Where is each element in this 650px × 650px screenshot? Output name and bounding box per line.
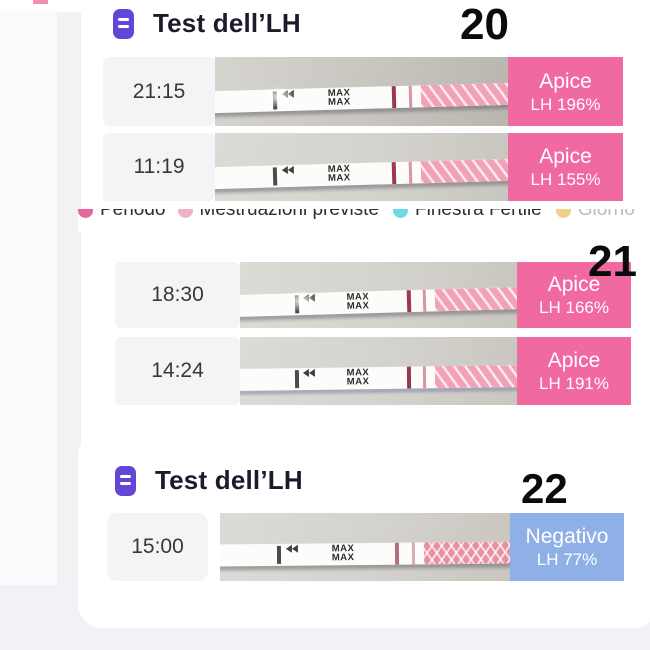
calendar-legend: Periodo Mestruazioni previste Finestra F… xyxy=(78,209,650,232)
result-detail: LH 166% xyxy=(539,298,609,317)
test-row-2115[interactable]: 21:15 MAX MAX Apice LH 196% xyxy=(103,57,623,126)
strip-pink-handle xyxy=(434,287,517,312)
test-time: 18:30 xyxy=(115,262,240,328)
result-badge-peak: Apice LH 196% xyxy=(508,57,623,126)
legend-label: Finestra Fertile xyxy=(415,209,542,220)
day-number-21: 21 xyxy=(588,237,637,286)
result-badge-peak: Apice LH 155% xyxy=(508,133,623,201)
section-header-day20: Test dell’LH xyxy=(113,8,301,39)
lh-test-strip: MAX MAX xyxy=(240,364,517,391)
legend-item-giorno: Giorno xyxy=(555,209,635,230)
legend-item-finestra-fertile: Finestra Fertile xyxy=(393,209,542,230)
section-title: Test dell’LH xyxy=(155,465,303,495)
legend-item-mestruazioni: Mestruazioni previste xyxy=(177,209,380,230)
test-time: 14:24 xyxy=(115,337,240,405)
strip-max-label: MAX xyxy=(327,171,351,184)
strip-max-label: MAX xyxy=(346,375,370,387)
result-badge-negative: Negativo LH 77% xyxy=(510,513,624,581)
test-time: 11:19 xyxy=(103,133,215,201)
lh-test-strip: MAX MAX xyxy=(220,541,510,567)
test-row-1119[interactable]: 11:19 MAX MAX Apice LH 155% xyxy=(103,133,623,201)
strip-max-label: MAX xyxy=(346,299,370,312)
result-detail: LH 77% xyxy=(536,550,598,569)
result-badge-peak: Apice LH 166% xyxy=(517,262,631,328)
result-badge-peak: Apice LH 191% xyxy=(517,337,631,405)
lh-test-list-icon xyxy=(115,465,136,496)
periodo-dot-icon xyxy=(78,209,93,218)
test-strip-photo: MAX MAX xyxy=(240,262,517,328)
lh-test-strip: MAX MAX xyxy=(215,158,508,190)
test-row-1424[interactable]: 14:24 MAX MAX Apice LH 191% xyxy=(115,337,631,405)
result-detail: LH 155% xyxy=(530,170,601,189)
result-label: Apice xyxy=(547,273,601,296)
result-label: Apice xyxy=(539,145,592,168)
strip-pink-handle xyxy=(434,364,517,389)
result-label: Apice xyxy=(539,69,592,93)
legend-label: Periodo xyxy=(100,209,166,220)
mestruazioni-dot-icon xyxy=(177,209,193,218)
test-time: 21:15 xyxy=(103,57,215,126)
test-row-1500[interactable]: 15:00 MAX MAX Negativo LH 77% xyxy=(107,513,624,581)
test-strip-photo: MAX MAX xyxy=(240,337,517,405)
strip-pink-handle xyxy=(423,541,510,565)
test-row-1830[interactable]: 18:30 MAX MAX Apice LH 166% xyxy=(115,262,631,328)
legend-item-periodo: Periodo xyxy=(78,209,166,230)
test-strip-photo: MAX MAX xyxy=(215,133,508,201)
strip-max-label: MAX xyxy=(327,96,351,108)
finestra-fertile-dot-icon xyxy=(393,209,409,218)
result-label: Negativo xyxy=(525,525,609,548)
legend-label: Giorno xyxy=(577,209,635,220)
section-title: Test dell’LH xyxy=(153,8,301,38)
day-number-22: 22 xyxy=(521,465,568,512)
result-detail: LH 191% xyxy=(539,374,609,393)
background-gutter-strip xyxy=(57,12,81,610)
result-label: Apice xyxy=(547,349,601,372)
screenshot-seam-sliver xyxy=(33,0,48,4)
test-strip-photo: MAX MAX xyxy=(220,513,510,581)
section-header-day22: Test dell’LH xyxy=(115,465,303,496)
lh-test-strip: MAX MAX xyxy=(215,83,508,114)
lh-test-strip: MAX MAX xyxy=(240,287,517,318)
test-time: 15:00 xyxy=(107,513,208,581)
strip-pink-handle xyxy=(420,83,508,108)
strip-pink-handle xyxy=(420,158,508,184)
background-left-column xyxy=(0,10,57,610)
legend-label: Mestruazioni previste xyxy=(199,209,380,220)
strip-max-label: MAX xyxy=(331,551,355,563)
lh-test-list-icon xyxy=(113,8,134,39)
test-strip-photo: MAX MAX xyxy=(215,57,508,126)
day-number-20: 20 xyxy=(460,0,509,49)
giorno-dot-icon xyxy=(555,209,571,218)
result-detail: LH 196% xyxy=(530,94,601,114)
